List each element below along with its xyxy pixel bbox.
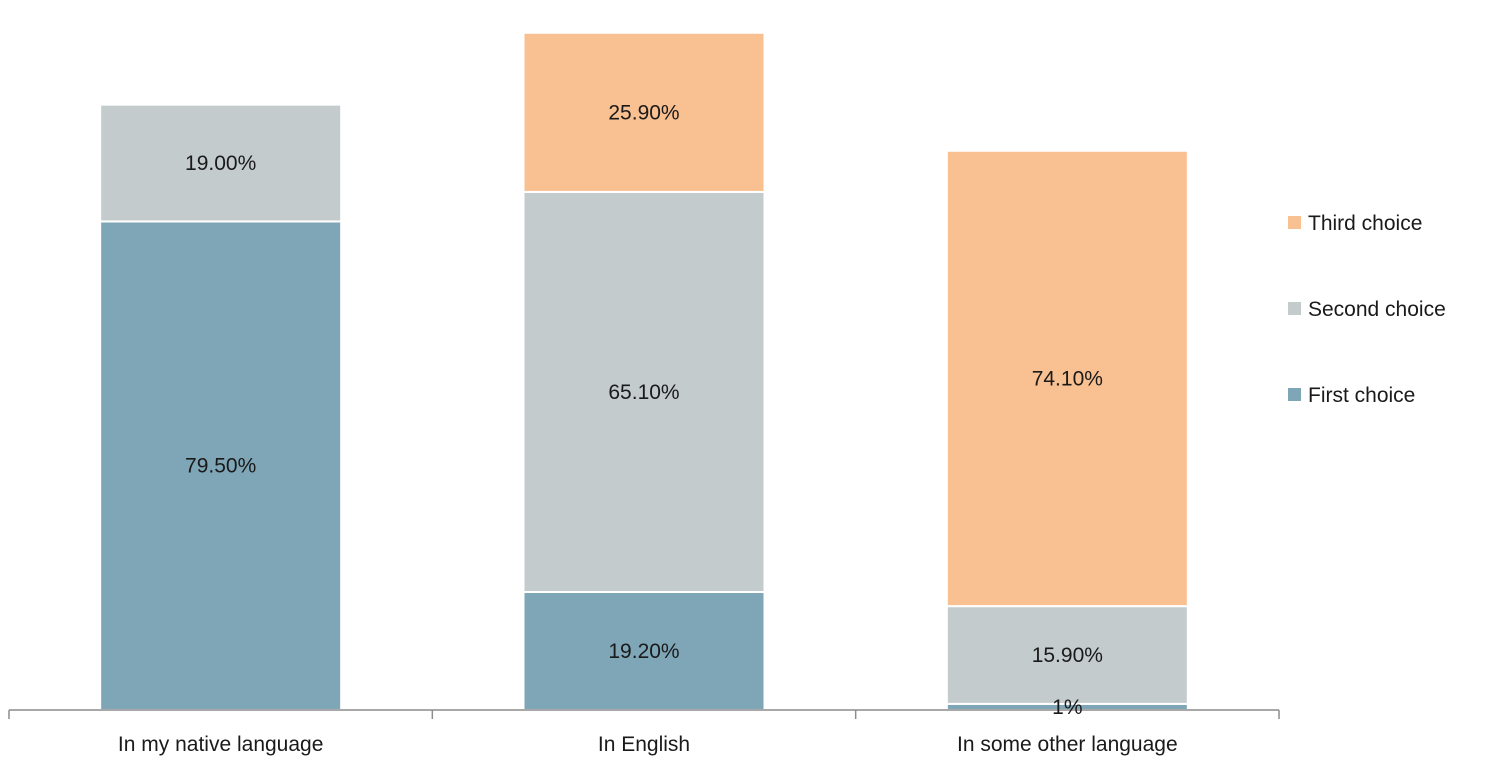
bar-segment-first-choice-1 [99, 220, 343, 711]
x-axis: In my native language In English In some o… [8, 709, 1280, 756]
legend-label: Second choice [1308, 298, 1446, 321]
legend-item: First choice [1288, 384, 1415, 407]
legend-item: Second choice [1288, 298, 1446, 321]
legend-label: Third choice [1308, 212, 1422, 235]
bar-segment-third-choice-2 [522, 31, 766, 193]
data-label: 65.10% [608, 381, 679, 404]
data-label: 74.10% [1032, 367, 1103, 390]
data-label: 19.00% [185, 152, 256, 175]
legend-label: First choice [1308, 384, 1415, 407]
bar-segment-second-choice-2 [522, 190, 766, 594]
legend-swatch [1288, 216, 1301, 229]
bars-group [99, 31, 1189, 712]
x-tick-label: In some other language [957, 733, 1178, 756]
legend: Third choice Second choice First choice [1288, 212, 1446, 407]
bar-segment-second-choice-1 [99, 103, 343, 223]
legend-item: Third choice [1288, 212, 1422, 235]
data-label: 25.90% [608, 101, 679, 124]
data-label: 79.50% [185, 455, 256, 478]
data-label: 19.20% [608, 640, 679, 663]
x-tick-label: In my native language [118, 733, 323, 756]
data-labels-group: 79.50% 19.00% 19.20% 65.10% 25.90% 1% 15.90% 74… [185, 101, 1103, 719]
legend-swatch [1288, 302, 1301, 315]
data-label: 1% [1052, 696, 1082, 719]
bar-segment-second-choice-3 [945, 605, 1189, 705]
x-tick-label: In English [598, 733, 690, 756]
bar-segment-third-choice-3 [945, 149, 1189, 608]
legend-swatch [1288, 388, 1301, 401]
data-label: 15.90% [1032, 644, 1103, 667]
